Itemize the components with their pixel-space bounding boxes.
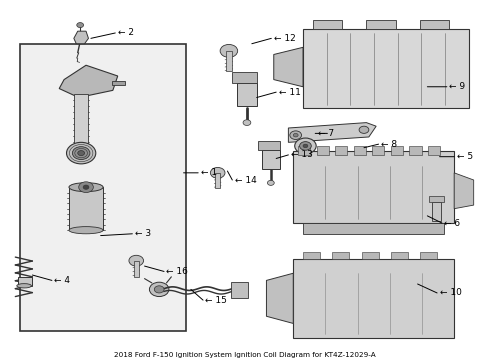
Circle shape	[267, 180, 274, 185]
Circle shape	[294, 138, 316, 154]
Bar	[303, 252, 320, 259]
Bar	[390, 146, 402, 155]
Circle shape	[129, 255, 143, 266]
Bar	[74, 94, 88, 148]
Bar	[366, 21, 395, 30]
Bar	[231, 282, 248, 298]
Circle shape	[78, 150, 84, 156]
Bar	[293, 259, 453, 338]
Polygon shape	[273, 47, 303, 87]
Bar	[298, 146, 310, 155]
Polygon shape	[288, 123, 375, 142]
Bar	[215, 173, 220, 188]
Ellipse shape	[69, 226, 103, 234]
Text: ← 14: ← 14	[234, 176, 256, 185]
Circle shape	[77, 23, 83, 28]
Bar	[331, 252, 348, 259]
Text: ← 11: ← 11	[278, 87, 300, 96]
Text: ← 1: ← 1	[200, 168, 216, 177]
Bar	[20, 44, 185, 330]
Bar	[419, 21, 448, 30]
Bar	[69, 187, 103, 230]
Bar	[431, 202, 440, 221]
Text: ← 6: ← 6	[444, 219, 460, 228]
Circle shape	[154, 286, 163, 293]
Text: ← 13: ← 13	[290, 150, 312, 159]
Bar	[334, 146, 346, 155]
Text: ← 4: ← 4	[54, 276, 70, 285]
Circle shape	[79, 182, 93, 193]
Circle shape	[289, 131, 301, 139]
Bar	[18, 277, 32, 286]
Circle shape	[358, 126, 368, 134]
Text: ← 3: ← 3	[135, 229, 151, 238]
Bar	[261, 149, 280, 169]
Bar	[316, 146, 328, 155]
Ellipse shape	[17, 284, 31, 288]
Text: 2018 Ford F-150 Ignition System Ignition Coil Diagram for KT4Z-12029-A: 2018 Ford F-150 Ignition System Ignition…	[113, 351, 375, 357]
Circle shape	[243, 120, 250, 126]
Circle shape	[72, 147, 90, 159]
Bar	[293, 151, 453, 223]
Text: ← 5: ← 5	[456, 152, 472, 161]
Text: ← 15: ← 15	[205, 296, 227, 305]
Text: ← 12: ← 12	[273, 34, 295, 43]
Bar	[427, 146, 439, 155]
Bar	[134, 261, 139, 277]
Polygon shape	[112, 81, 125, 85]
Circle shape	[293, 134, 298, 137]
Bar	[390, 252, 407, 259]
Text: ← 16: ← 16	[166, 267, 188, 276]
Polygon shape	[59, 65, 118, 98]
Ellipse shape	[69, 183, 103, 192]
Polygon shape	[266, 273, 293, 323]
Circle shape	[149, 282, 168, 297]
Bar	[408, 146, 421, 155]
Polygon shape	[453, 173, 473, 209]
Bar	[361, 252, 378, 259]
Circle shape	[303, 144, 307, 148]
Circle shape	[299, 141, 311, 150]
Bar	[353, 146, 365, 155]
Text: ← 7: ← 7	[317, 129, 333, 138]
Bar	[428, 196, 444, 202]
Bar	[303, 223, 444, 234]
Bar	[303, 30, 468, 108]
Text: ← 10: ← 10	[439, 288, 461, 297]
Bar	[312, 21, 341, 30]
Bar	[371, 146, 384, 155]
Circle shape	[83, 185, 89, 189]
Circle shape	[66, 142, 96, 164]
Bar	[419, 252, 436, 259]
Bar	[225, 51, 231, 71]
Text: ← 2: ← 2	[118, 28, 133, 37]
Circle shape	[220, 44, 237, 57]
Text: ← 9: ← 9	[448, 82, 465, 91]
Bar	[232, 72, 256, 83]
Bar	[237, 83, 256, 107]
Bar	[257, 140, 280, 149]
Text: ← 8: ← 8	[380, 140, 396, 149]
Circle shape	[210, 167, 224, 178]
Polygon shape	[74, 31, 88, 44]
